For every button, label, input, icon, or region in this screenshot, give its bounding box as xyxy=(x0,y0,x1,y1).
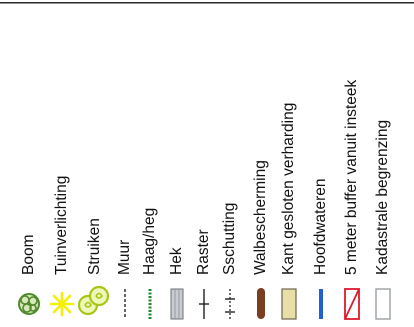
legend-item-hoofdwateren: Hoofdwateren xyxy=(306,0,336,327)
legend-label: 5 meter buffer vanuit insteek xyxy=(343,79,360,275)
legend-label: Hoofdwateren xyxy=(312,178,329,275)
wall-line-icon xyxy=(110,281,140,321)
legend-item-kadastrale-begrenzing: Kadastrale begrenzing xyxy=(368,0,398,327)
cadastral-boundary-icon xyxy=(368,281,398,321)
legend-item-raster: Raster xyxy=(189,0,219,327)
legend-label: Haag/heg xyxy=(141,207,158,275)
legend-label: Tuinverlichting xyxy=(53,175,70,275)
legend-label: Struiken xyxy=(86,218,103,275)
legend-label: Hek xyxy=(168,247,185,275)
legend-label: Walbescherming xyxy=(252,160,269,275)
legend-top-border xyxy=(0,0,414,6)
legend-label: Boom xyxy=(20,234,37,276)
tree-icon xyxy=(14,281,44,321)
mesh-fence-icon xyxy=(189,281,219,321)
legend-item-sschutting: Sschutting xyxy=(215,0,245,327)
bank-protection-icon xyxy=(246,281,276,321)
hedge-line-icon xyxy=(135,281,165,321)
shrub-icon xyxy=(77,281,110,321)
legend-item-tuinverlichting: Tuinverlichting xyxy=(47,0,77,327)
buffer-zone-icon xyxy=(337,281,367,321)
legend-item-haag-heg: Haag/heg xyxy=(135,0,165,327)
legend-label: Kant gesloten verharding xyxy=(280,102,297,275)
legend-item-struiken: Struiken xyxy=(77,0,110,327)
screen-fence-icon xyxy=(215,281,245,321)
fence-icon xyxy=(162,281,192,321)
garden-light-icon xyxy=(47,281,77,321)
legend-item-buffer-insteek: 5 meter buffer vanuit insteek xyxy=(337,0,367,327)
legend-item-kant-gesloten-verharding: Kant gesloten verharding xyxy=(274,0,304,327)
paving-edge-icon xyxy=(274,281,304,321)
legend-item-boom: Boom xyxy=(14,0,44,327)
main-water-icon xyxy=(306,281,336,321)
legend-label: Kadastrale begrenzing xyxy=(374,119,391,275)
legend-item-muur: Muur xyxy=(110,0,140,327)
legend-item-hek: Hek xyxy=(162,0,192,327)
legend-item-walbescherming: Walbescherming xyxy=(246,0,276,327)
legend-label: Sschutting xyxy=(221,202,238,275)
